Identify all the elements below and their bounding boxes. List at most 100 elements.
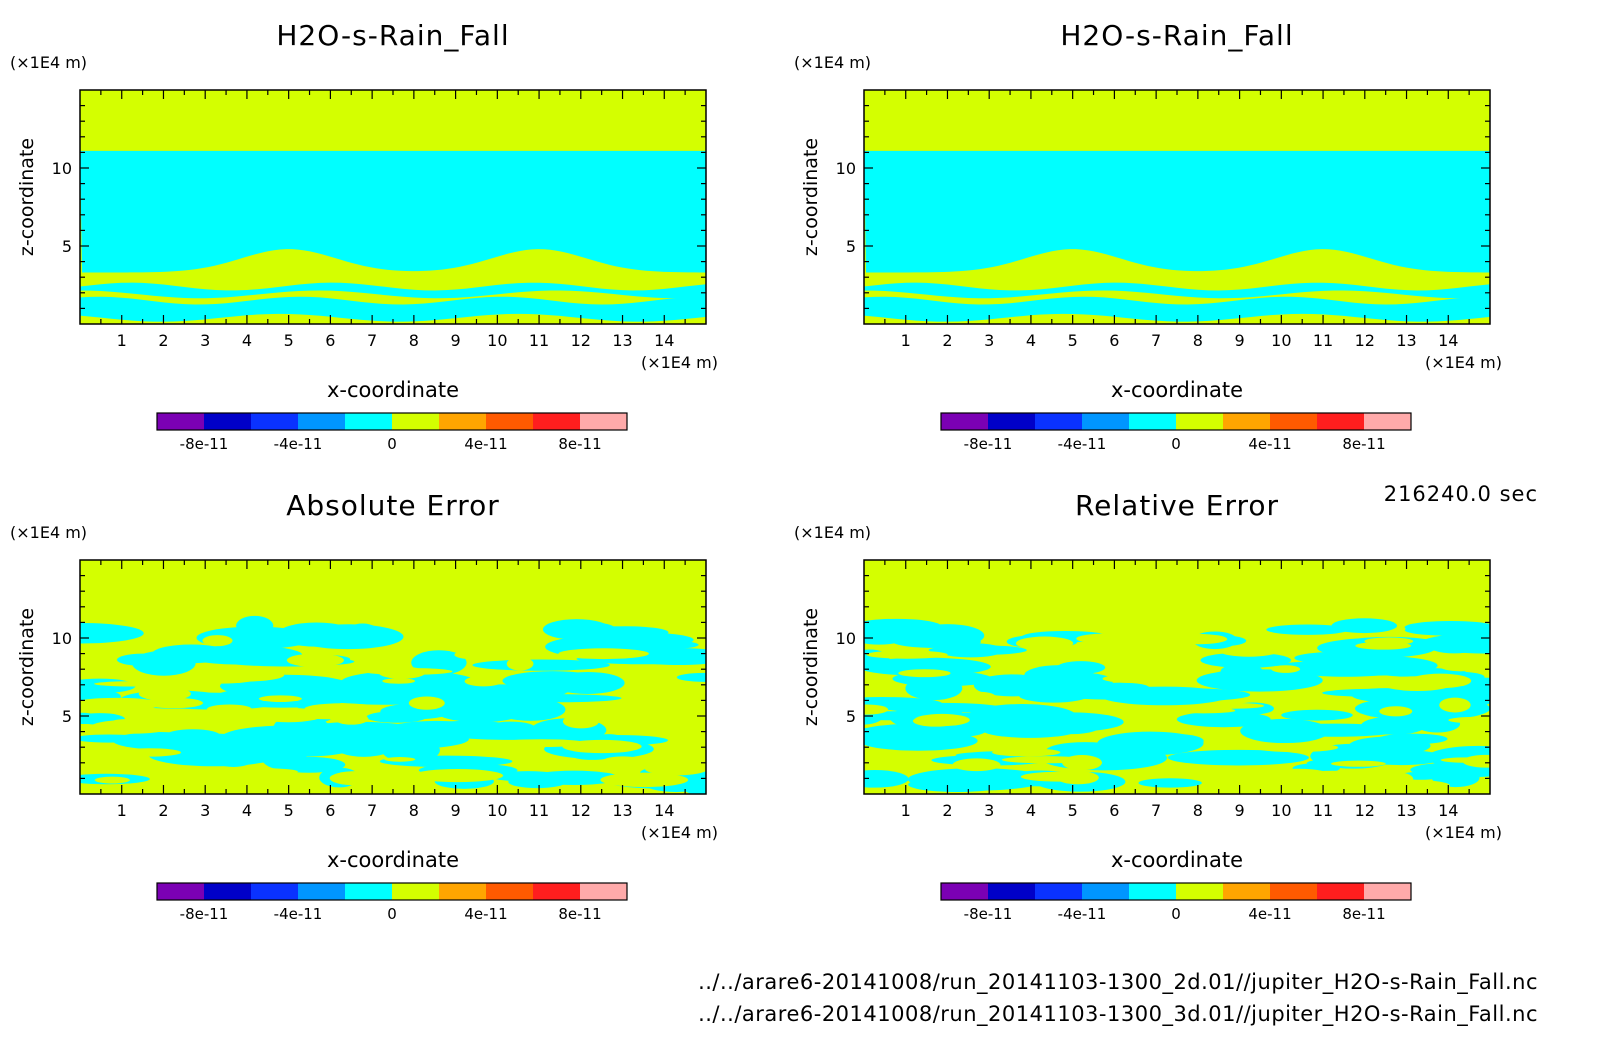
colorbar-label: 4e-11 xyxy=(464,435,507,453)
green-region xyxy=(506,657,534,671)
x-tick-label: 2 xyxy=(158,331,168,350)
plot-area xyxy=(864,90,1490,324)
cyan-region xyxy=(1404,624,1490,636)
green-region xyxy=(952,758,1001,772)
x-tick-label: 3 xyxy=(200,331,210,350)
y-unit-label: (×1E4 m) xyxy=(794,53,871,72)
plot-area xyxy=(80,560,706,794)
colorbar-label: -8e-11 xyxy=(964,905,1013,923)
file-path-2: ../../arare6-20141008/run_20141103-1300_… xyxy=(698,1002,1538,1026)
x-tick-label: 14 xyxy=(654,331,674,350)
cyan-region xyxy=(864,150,1490,273)
x-tick-label: 10 xyxy=(1271,801,1291,820)
green-region xyxy=(631,680,662,689)
colorbar-label: -8e-11 xyxy=(964,435,1013,453)
x-tick-label: 9 xyxy=(1235,331,1245,350)
green-region xyxy=(200,668,285,682)
cyan-region xyxy=(1362,753,1440,766)
cyan-region xyxy=(1281,709,1353,721)
cyan-region xyxy=(937,643,1004,658)
green-region xyxy=(382,678,416,684)
green-region xyxy=(600,772,689,788)
green-region xyxy=(80,697,162,711)
x-tick-label: 2 xyxy=(942,801,952,820)
cyan-region xyxy=(1176,711,1271,728)
colorbar-label: -8e-11 xyxy=(180,905,229,923)
cyan-region xyxy=(381,738,440,763)
x-axis-label: x-coordinate xyxy=(327,378,459,402)
colorbar-segment xyxy=(204,883,251,900)
colorbar-segment xyxy=(941,413,988,430)
x-unit-label: (×1E4 m) xyxy=(1425,823,1502,842)
x-tick-label: 5 xyxy=(284,331,294,350)
x-tick-label: 12 xyxy=(1355,331,1375,350)
colorbar-segment xyxy=(1082,413,1129,430)
colorbar-segment xyxy=(345,413,392,430)
colorbar-label: -8e-11 xyxy=(180,435,229,453)
green-region xyxy=(90,719,172,734)
x-tick-label: 13 xyxy=(612,801,632,820)
cyan-region xyxy=(1348,736,1431,755)
colorbar-segment xyxy=(1317,413,1364,430)
cyan-region xyxy=(80,296,706,322)
x-tick-label: 13 xyxy=(1396,801,1416,820)
cyan-region xyxy=(864,282,1490,299)
cyan-region xyxy=(864,657,991,676)
colorbar-label: 0 xyxy=(1171,905,1181,923)
chart-panel-2: H2O-s-Rain_Fall(×1E4 m)1 2 3 4 5 6 7 8 9 10 11 12 13… xyxy=(794,19,1502,453)
green-region xyxy=(286,653,344,667)
x-tick-label: 4 xyxy=(1026,331,1036,350)
x-tick-label: 2 xyxy=(158,801,168,820)
cyan-region xyxy=(1420,632,1490,654)
green-region xyxy=(384,757,416,762)
green-region xyxy=(1448,716,1490,724)
colorbar-segment xyxy=(580,883,627,900)
colorbar-segment xyxy=(345,883,392,900)
green-region xyxy=(914,713,970,727)
colorbar-segment xyxy=(439,883,486,900)
chart-panel-1: H2O-s-Rain_Fall(×1E4 m)1 2 3 4 5 6 7 8 9 10 11 12 13… xyxy=(10,19,718,453)
colorbar-label: 0 xyxy=(387,435,397,453)
colorbar-segment xyxy=(298,413,345,430)
colorbar-label: 8e-11 xyxy=(1342,435,1385,453)
colorbar-segment xyxy=(298,883,345,900)
y-axis-label: z-coordinate xyxy=(16,138,38,256)
cyan-region xyxy=(1240,718,1330,744)
x-tick-label: 2 xyxy=(942,331,952,350)
y-tick-label: 5 xyxy=(846,237,856,256)
green-region xyxy=(1439,697,1471,713)
x-tick-label: 7 xyxy=(367,331,377,350)
x-unit-label: (×1E4 m) xyxy=(641,823,718,842)
x-tick-label: 13 xyxy=(1396,331,1416,350)
colorbar-segment xyxy=(1317,883,1364,900)
x-tick-label: 8 xyxy=(1193,331,1203,350)
colorbar-segment xyxy=(1223,883,1270,900)
x-tick-label: 14 xyxy=(1438,801,1458,820)
colorbar-segment xyxy=(533,413,580,430)
x-tick-label: 8 xyxy=(409,801,419,820)
colorbar-segment xyxy=(251,883,298,900)
green-region xyxy=(866,650,948,659)
x-tick-label: 4 xyxy=(1026,801,1036,820)
x-tick-label: 10 xyxy=(487,801,507,820)
cyan-region xyxy=(1167,749,1309,766)
colorbar-segment xyxy=(988,883,1035,900)
x-axis-label: x-coordinate xyxy=(1111,848,1243,872)
colorbar-segment xyxy=(1270,413,1317,430)
colorbar-label: 8e-11 xyxy=(1342,905,1385,923)
x-axis-label: x-coordinate xyxy=(327,848,459,872)
green-region xyxy=(1171,707,1236,714)
cyan-region xyxy=(676,672,706,682)
plot-area xyxy=(80,90,706,324)
cyan-region xyxy=(864,728,932,743)
green-region xyxy=(1369,771,1414,787)
green-region xyxy=(1076,633,1139,644)
x-tick-label: 4 xyxy=(242,331,252,350)
colorbar-frame xyxy=(156,882,628,901)
y-unit-label: (×1E4 m) xyxy=(10,53,87,72)
cyan-region xyxy=(472,659,610,671)
cyan-region xyxy=(383,720,489,741)
x-tick-label: 12 xyxy=(571,801,591,820)
cyan-region xyxy=(1097,731,1204,756)
